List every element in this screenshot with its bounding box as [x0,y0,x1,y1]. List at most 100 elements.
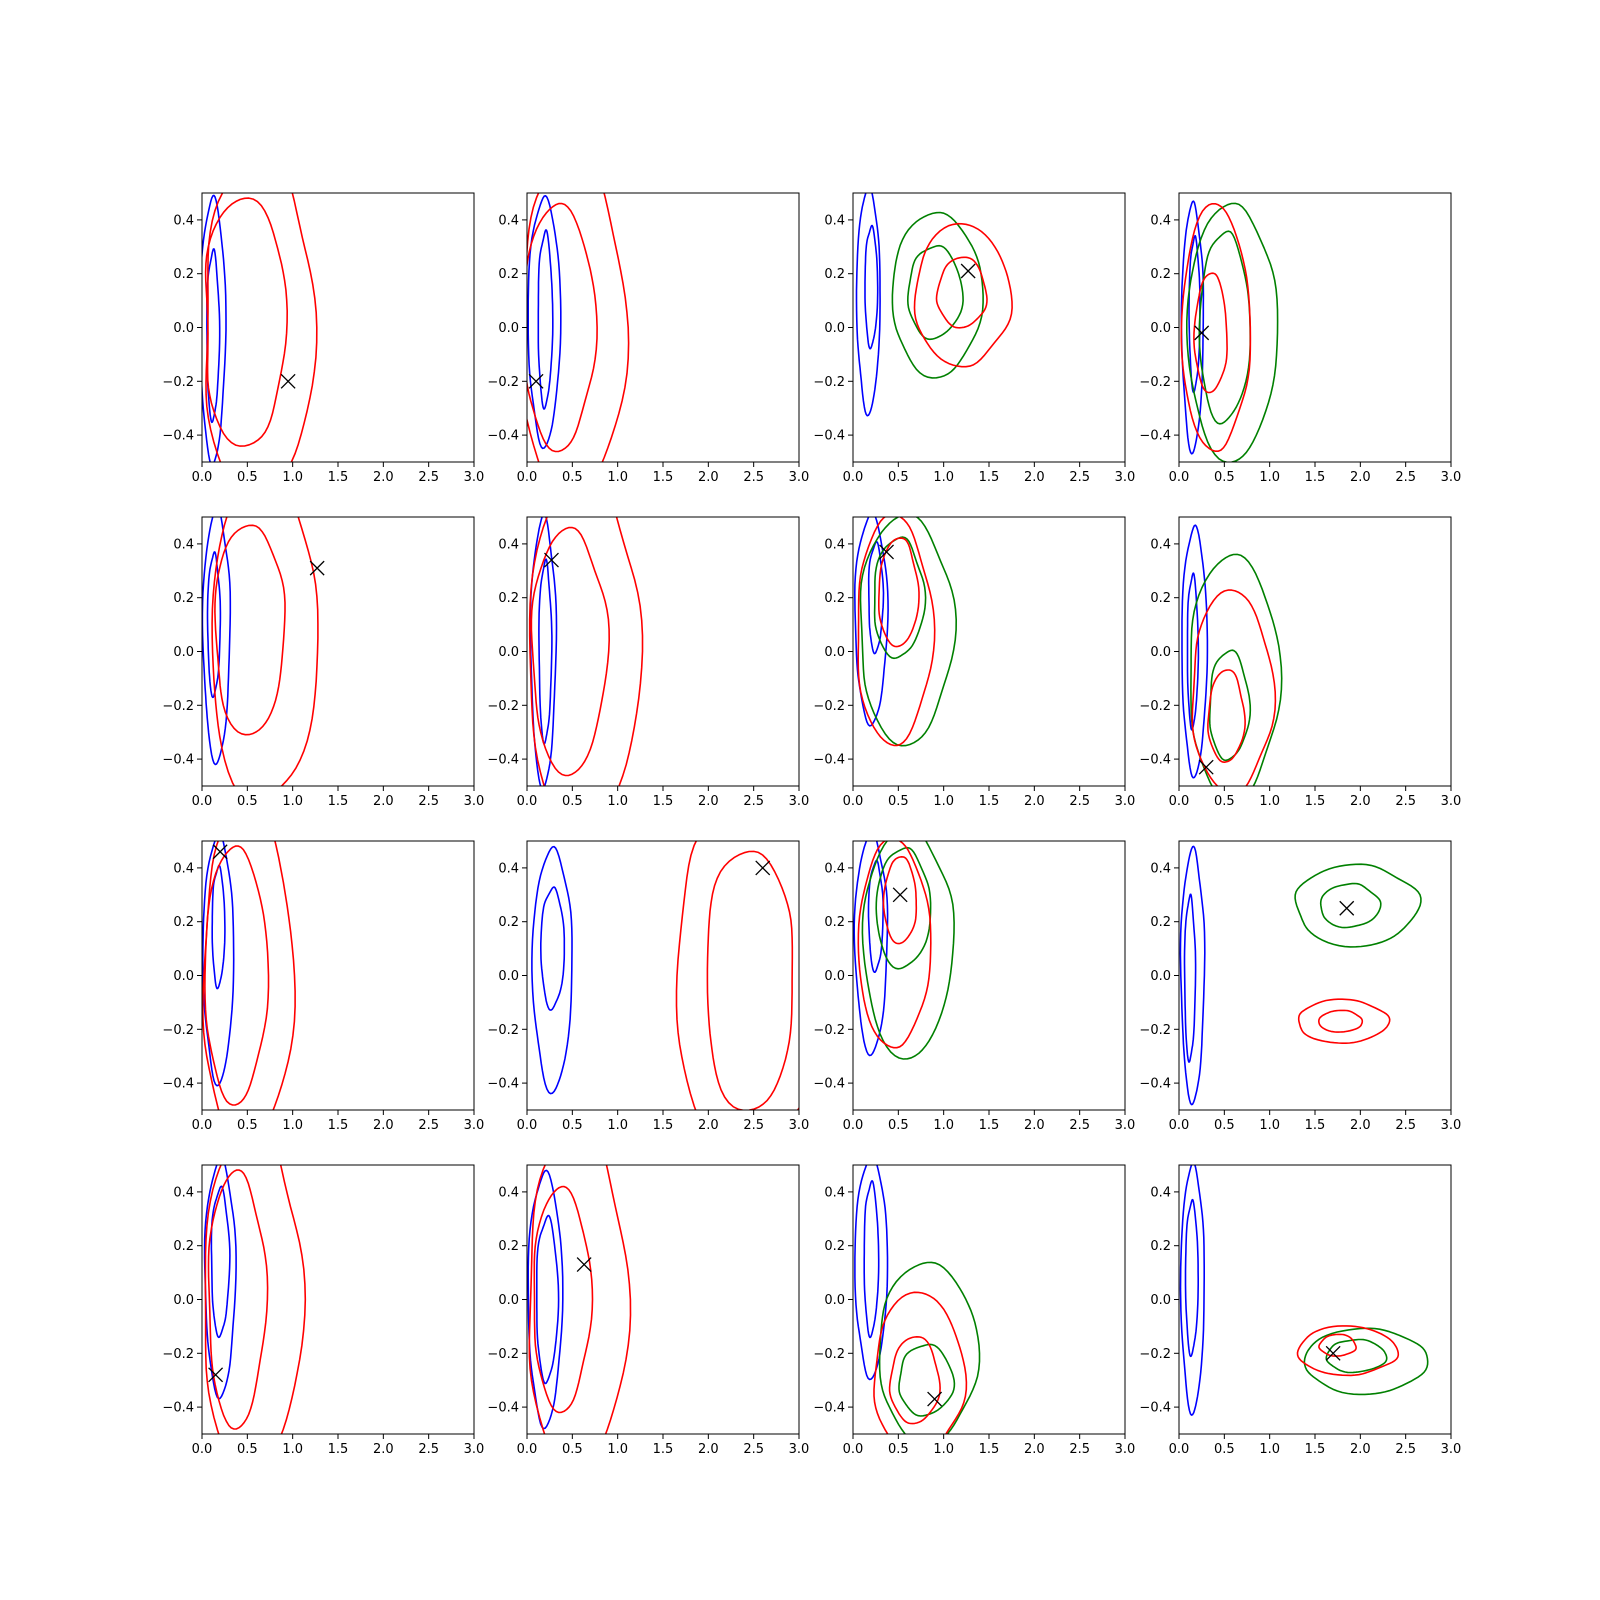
contour-green-level-0 [878,1261,981,1434]
contour-blue-level-1 [537,229,554,410]
y-tick-label: −0.4 [1139,429,1171,444]
x-tick-label: 1.0 [933,1442,954,1457]
y-tick-label: −0.2 [487,699,519,714]
x-tick-label: 1.0 [1259,1442,1280,1457]
x-tick-label: 2.5 [743,1118,764,1133]
plot-area [1181,524,1283,786]
x-tick-label: 1.0 [933,794,954,809]
subplot-r3-c3: 0.0 0.5 1.0 1.5 2.0 2.5 3.0 −0.4 −0.2 0.0 0.2 0.4 [1139,1164,1461,1457]
plot-area [203,1165,307,1434]
x-tick-label: 2.0 [1350,470,1371,485]
subplot-r2-c0: 0.0 0.5 1.0 1.5 2.0 2.5 3.0 −0.4 −0.2 0.0 0.2 0.4 [162,840,485,1133]
y-tick-label: 0.2 [498,1239,519,1254]
x-marker-stroke [892,887,908,903]
x-tick-label: 0.5 [562,794,583,809]
y-tick-label: −0.2 [813,699,845,714]
contour-blue-level-1 [211,864,226,990]
contour-blue-level-0 [854,517,889,727]
x-tick-label: 1.5 [328,470,349,485]
contour-blue-level-1 [864,224,879,350]
plot-area [855,193,1013,417]
y-tick-label: 0.0 [173,321,194,336]
x-tick-label: 0.5 [237,1442,258,1457]
y-tick-label: −0.4 [487,753,519,768]
subplot-r3-c2: 0.0 0.5 1.0 1.5 2.0 2.5 3.0 −0.4 −0.2 0.0 0.2 0.4 [813,1164,1136,1457]
x-tick-label: 3.0 [1441,794,1462,809]
contour-red-level-1 [878,537,920,648]
y-tick-label: 0.0 [824,321,845,336]
x-tick-label: 0.5 [562,1118,583,1133]
y-tick-label: 0.0 [173,969,194,984]
contour-red-level-1 [675,841,799,1110]
y-tick-label: 0.4 [498,861,519,876]
contour-blue-level-1 [867,859,884,973]
y-tick-label: 0.4 [1150,537,1171,552]
x-marker [576,1257,592,1272]
plot-area [528,517,644,786]
x-tick-label: 0.0 [843,1118,864,1133]
y-tick-label: 0.2 [498,915,519,930]
x-marker [960,263,976,279]
y-tick-label: 0.2 [173,267,194,282]
x-marker-stroke [1325,1345,1341,1361]
x-tick-label: 3.0 [789,470,810,485]
contour-blue-level-0 [202,841,235,1087]
y-tick-label: −0.4 [1139,753,1171,768]
contour-blue-level-0 [855,193,881,417]
contour-blue-level-1 [1183,893,1197,1063]
contour-green-level-0 [1190,553,1283,786]
contour-red-level-1 [205,193,318,462]
y-tick-label: 0.4 [173,861,194,876]
y-tick-label: 0.2 [173,1239,194,1254]
x-marker-stroke [212,844,228,860]
plot-area [1179,845,1422,1106]
x-tick-label: 1.0 [1259,1118,1280,1133]
x-marker [1325,1345,1341,1361]
x-tick-label: 3.0 [464,1442,485,1457]
y-tick-label: 0.0 [498,1293,519,1308]
y-tick-label: −0.2 [813,375,845,390]
y-tick-label: −0.2 [1139,699,1171,714]
x-tick-label: 2.0 [698,1118,719,1133]
y-tick-label: 0.0 [824,1293,845,1308]
y-tick-label: 0.4 [498,537,519,552]
y-tick-label: 0.2 [1150,591,1171,606]
x-tick-label: 2.5 [1069,1442,1090,1457]
contour-blue-level-0 [202,194,227,462]
contour-green-level-0 [859,517,957,747]
y-tick-label: −0.2 [1139,375,1171,390]
contour-green-level-1 [898,1343,956,1417]
x-tick-label: 2.5 [1395,794,1416,809]
y-tick-label: 0.4 [824,537,845,552]
contour-red-level-1 [935,256,988,329]
contour-red-level-0 [1297,998,1391,1044]
y-tick-label: 0.2 [173,915,194,930]
contour-green-level-0 [1186,202,1279,462]
x-marker-stroke [755,860,771,876]
x-tick-label: 2.5 [418,1442,439,1457]
x-marker [544,552,559,568]
x-tick-label: 1.5 [653,1118,674,1133]
contour-blue-level-1 [1184,1198,1199,1358]
x-tick-label: 3.0 [464,1118,485,1133]
x-tick-label: 2.0 [698,794,719,809]
x-marker [1194,325,1210,341]
x-tick-label: 0.0 [192,1442,213,1457]
x-tick-label: 1.5 [328,1118,349,1133]
y-tick-label: 0.4 [173,537,194,552]
contour-blue-level-1 [210,1185,231,1339]
contour-blue-level-1 [867,541,885,655]
x-tick-label: 0.0 [1169,470,1190,485]
x-tick-label: 2.5 [1069,470,1090,485]
x-marker-stroke [576,1257,592,1272]
x-marker [309,560,325,576]
x-tick-label: 0.5 [1214,1118,1235,1133]
x-tick-label: 2.0 [1350,1118,1371,1133]
x-tick-label: 2.5 [1395,1442,1416,1457]
subplot-r3-c0: 0.0 0.5 1.0 1.5 2.0 2.5 3.0 −0.4 −0.2 0.0 0.2 0.4 [162,1164,485,1457]
x-tick-label: 3.0 [464,794,485,809]
x-tick-label: 2.5 [743,794,764,809]
y-tick-label: 0.2 [173,591,194,606]
contour-green-level-1 [1319,882,1382,929]
x-tick-label: 3.0 [1115,1442,1136,1457]
